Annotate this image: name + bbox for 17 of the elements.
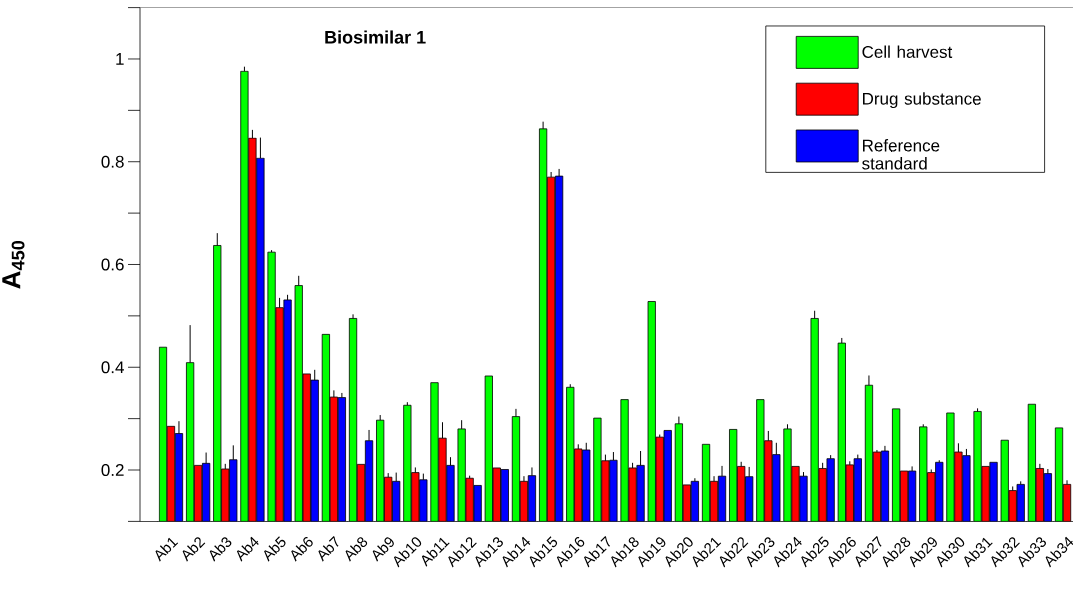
y-tick-label: 1 [116, 52, 124, 65]
x-tick-label: Ab3 [209, 536, 232, 562]
y-tick-label: 0.6 [101, 258, 124, 271]
text: Biosimilar 1 [325, 30, 426, 44]
y-tick-label: 0.8 [101, 155, 124, 168]
legend-label: Cell harvest [862, 45, 953, 58]
y-tick-label: 0.4 [101, 361, 124, 374]
y-tick-label: 0.2 [101, 463, 124, 476]
x-tick-label: Ab2 [182, 536, 206, 562]
y-axis-title: A$_{450}$ [2, 240, 25, 289]
legend-label: Drug substance [863, 92, 981, 108]
x-tick-label: Ab1 [155, 537, 179, 562]
x-tick-label: Ab4 [236, 536, 259, 562]
x-tick-label: Ab9 [372, 537, 394, 562]
x-tick-label: Ab8 [345, 536, 368, 562]
legend-label: Reference standard [862, 138, 940, 170]
x-tick-label: Ab6 [291, 536, 313, 562]
